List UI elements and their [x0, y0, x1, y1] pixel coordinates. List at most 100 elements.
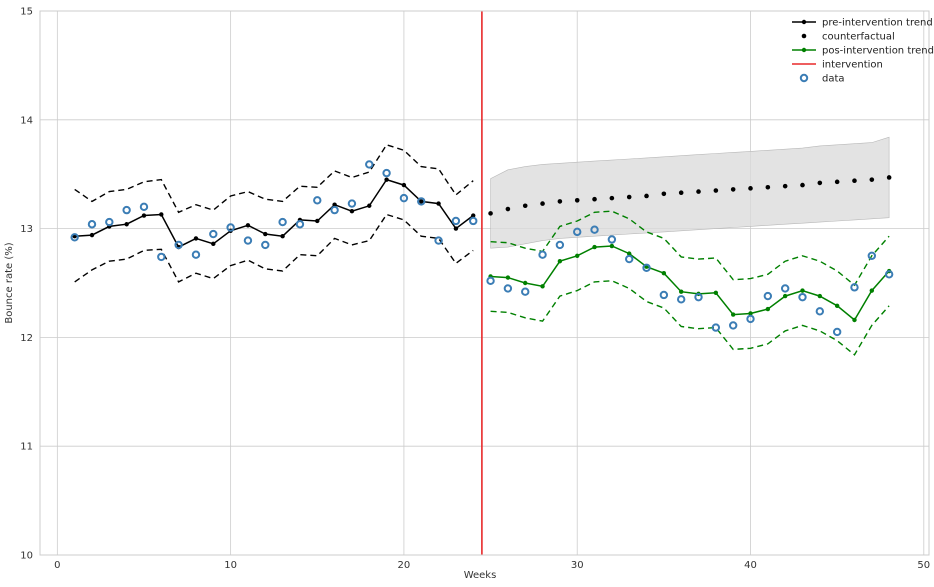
data-point: [417, 197, 426, 206]
legend-label: pre-intervention trend: [822, 18, 933, 29]
data-point: [555, 240, 565, 250]
counterfactual-point: [488, 211, 493, 216]
legend-label: intervention: [822, 60, 883, 71]
data-point: [486, 276, 495, 286]
data-point: [832, 327, 842, 337]
counterfactual-point: [644, 193, 649, 199]
pre-trend-marker: [436, 201, 441, 206]
legend-marker-swatch: [801, 47, 807, 53]
y-tick-label: 11: [20, 442, 33, 453]
post-trend-marker: [817, 293, 823, 299]
pre-trend-marker: [245, 223, 251, 228]
data-point: [330, 205, 339, 215]
y-tick-label: 13: [20, 224, 33, 235]
data-point: [399, 193, 409, 203]
pre-trend-marker: [141, 213, 147, 218]
counterfactual-point: [592, 196, 597, 202]
data-point: [261, 240, 270, 250]
post-trend-marker: [730, 312, 736, 317]
post-trend-marker: [609, 243, 615, 249]
counterfactual-point: [817, 180, 823, 186]
data-point: [607, 235, 617, 244]
counterfactual-point: [834, 179, 840, 185]
pre-trend-marker: [315, 218, 320, 224]
data-point: [313, 196, 322, 205]
legend-marker-swatch: [801, 19, 807, 25]
counterfactual-point: [852, 178, 857, 184]
post-trend-marker: [782, 293, 788, 299]
x-tick-label: 0: [54, 560, 60, 571]
post-trend-marker: [852, 317, 857, 323]
data-point: [347, 199, 357, 208]
counterfactual-point: [574, 198, 580, 203]
pre-trend-marker: [401, 182, 407, 188]
counterfactual-point: [661, 191, 667, 197]
pre-trend-marker: [384, 177, 389, 182]
data-point: [659, 290, 669, 300]
data-point: [728, 321, 738, 330]
pre-trend-marker: [349, 208, 355, 214]
post-trend-marker: [748, 311, 753, 316]
data-point: [884, 270, 894, 279]
data-point: [105, 217, 114, 227]
data-point: [867, 251, 877, 261]
pre-trend-marker: [211, 241, 216, 247]
legend-label: pos-intervention trend: [822, 46, 934, 57]
counterfactual-point: [748, 186, 753, 191]
data-point: [226, 223, 235, 232]
counterfactual-point: [626, 194, 632, 200]
pre-lower-bound-line: [74, 213, 474, 283]
x-tick-label: 50: [917, 560, 930, 571]
post-trend-marker: [557, 259, 563, 264]
data-points: [70, 160, 894, 337]
legend-marker-swatch: [801, 33, 807, 39]
data-point: [521, 287, 530, 296]
legend-marker-swatch: [799, 73, 809, 83]
counterfactual-point: [886, 175, 892, 180]
data-point: [590, 225, 599, 234]
counterfactual-point: [782, 183, 788, 189]
post-trend-marker: [523, 280, 528, 286]
y-tick-label: 14: [20, 115, 33, 126]
x-tick-label: 20: [398, 560, 411, 571]
data-point: [209, 229, 218, 239]
data-point: [139, 202, 149, 212]
pre-trend-marker: [367, 203, 372, 208]
counterfactual-point: [730, 187, 736, 192]
x-axis-label: Weeks: [464, 570, 497, 581]
post-trend-marker: [765, 306, 771, 312]
counterfactual-point: [557, 199, 563, 204]
y-tick-label: 15: [20, 7, 33, 18]
data-point: [815, 307, 825, 316]
data-point: [711, 323, 721, 332]
counterfactual-point: [540, 201, 545, 206]
x-tick-label: 30: [571, 560, 584, 571]
pos-intervention-trend-line: [490, 245, 890, 322]
post-trend-marker: [661, 271, 667, 276]
data-point: [694, 292, 703, 302]
post-trend-marker: [800, 288, 805, 293]
data-point: [365, 160, 374, 169]
pre-trend-marker: [280, 234, 285, 239]
post-trend-marker: [834, 303, 840, 309]
counterfactual-point: [713, 188, 719, 193]
data-point: [70, 233, 79, 242]
y-tick-label: 12: [20, 333, 33, 344]
pre-trend-marker: [124, 222, 129, 227]
data-point: [850, 283, 859, 292]
x-tick-label: 10: [224, 560, 237, 571]
post-upper-bound-line: [490, 210, 890, 287]
pre-trend-marker: [193, 236, 199, 241]
counterfactual-point: [505, 206, 511, 212]
data-point: [469, 216, 478, 226]
data-point: [174, 240, 183, 250]
data-point: [780, 284, 790, 293]
confidence-bands: [490, 136, 890, 249]
pre-upper-bound-line: [74, 143, 474, 214]
pre-trend-marker: [471, 213, 476, 218]
post-trend-marker: [713, 290, 719, 295]
counterfactual-point: [800, 182, 805, 188]
counterfactual-point: [609, 195, 615, 201]
data-point: [625, 254, 634, 264]
